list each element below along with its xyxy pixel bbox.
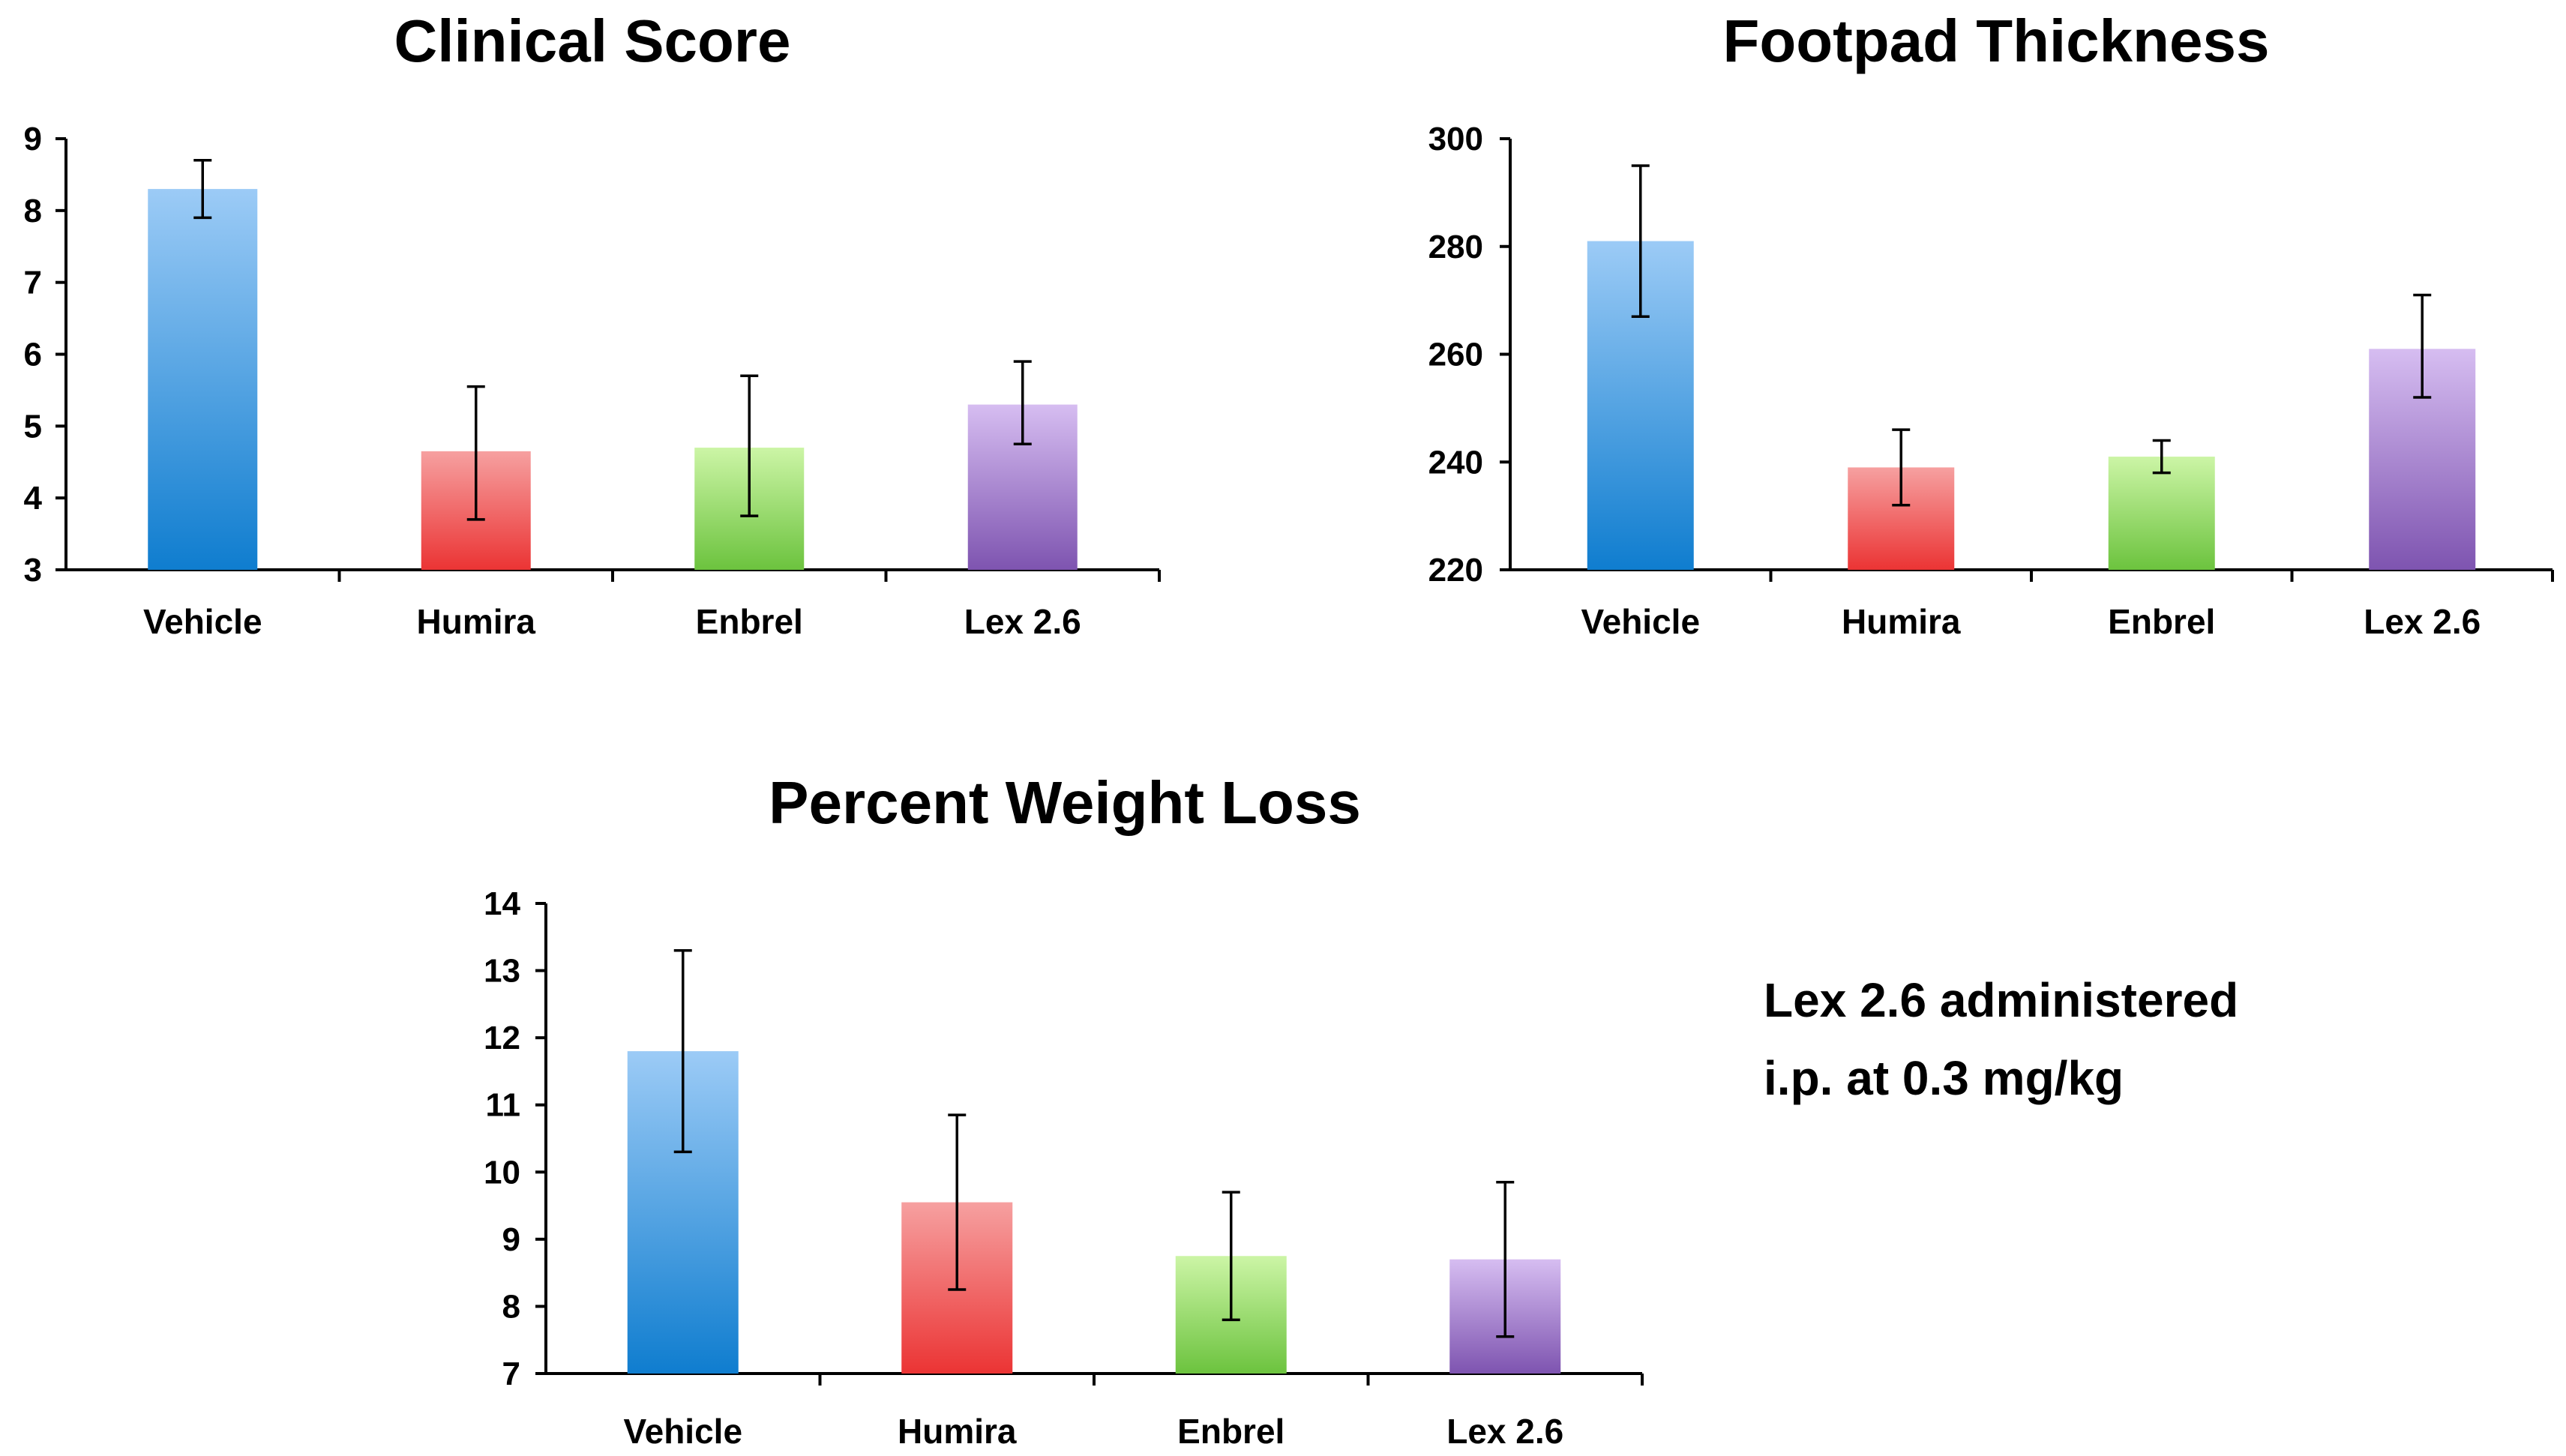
y-tick-label: 10	[484, 1154, 520, 1191]
y-tick-label: 240	[1428, 444, 1483, 481]
y-tick-label: 9	[24, 121, 42, 157]
y-tick-label: 280	[1428, 229, 1483, 265]
y-tick-label: 300	[1428, 121, 1483, 157]
category-label: Vehicle	[623, 1412, 742, 1451]
category-label: Vehicle	[1581, 602, 1700, 641]
category-label: Lex 2.6	[2364, 602, 2481, 641]
y-tick-label: 12	[484, 1020, 520, 1056]
chart-title: Clinical Score	[394, 7, 790, 74]
bar-enbrel	[2108, 457, 2215, 570]
y-tick-label: 11	[485, 1087, 520, 1124]
chart-clinical-score: Clinical Score 3 4 5 6 7 8 9 Vehicle Humira Enbre…	[24, 7, 1161, 641]
y-tick-label: 260	[1428, 337, 1483, 373]
chart-footpad-thickness: Footpad Thickness 220 240 260 280 300 Vehicle…	[1428, 7, 2554, 641]
bar-vehicle	[148, 189, 258, 571]
y-tick-label: 14	[484, 885, 520, 922]
chart-percent-weight-loss: Percent Weight Loss 7 8 9 10 11 12 13 14 Vehicle…	[484, 769, 1644, 1451]
y-tick-label: 7	[502, 1356, 520, 1392]
y-tick-label: 8	[24, 193, 42, 229]
y-tick-label: 4	[24, 480, 43, 517]
y-tick-label: 6	[24, 337, 42, 373]
y-tick-label: 13	[484, 953, 520, 990]
category-label: Humira	[898, 1412, 1017, 1451]
category-label: Humira	[417, 602, 536, 641]
y-tick-label: 220	[1428, 552, 1483, 589]
y-tick-label: 3	[24, 552, 42, 589]
annotation-note: Lex 2.6 administered i.p. at 0.3 mg/kg	[1764, 961, 2238, 1117]
category-label: Lex 2.6	[964, 602, 1081, 641]
category-label: Enbrel	[696, 602, 803, 641]
chart-title: Footpad Thickness	[1723, 7, 2270, 74]
annotation-line-1: Lex 2.6 administered	[1764, 973, 2239, 1027]
y-tick-label: 5	[24, 408, 42, 445]
category-label: Humira	[1842, 602, 1961, 641]
y-tick-label: 7	[24, 265, 42, 301]
y-tick-label: 9	[502, 1221, 520, 1258]
category-label: Vehicle	[143, 602, 262, 641]
category-label: Enbrel	[1177, 1412, 1284, 1451]
category-label: Enbrel	[2108, 602, 2215, 641]
y-tick-label: 8	[502, 1288, 520, 1325]
category-label: Lex 2.6	[1446, 1412, 1563, 1451]
annotation-line-2: i.p. at 0.3 mg/kg	[1764, 1051, 2124, 1105]
chart-title: Percent Weight Loss	[769, 769, 1361, 836]
